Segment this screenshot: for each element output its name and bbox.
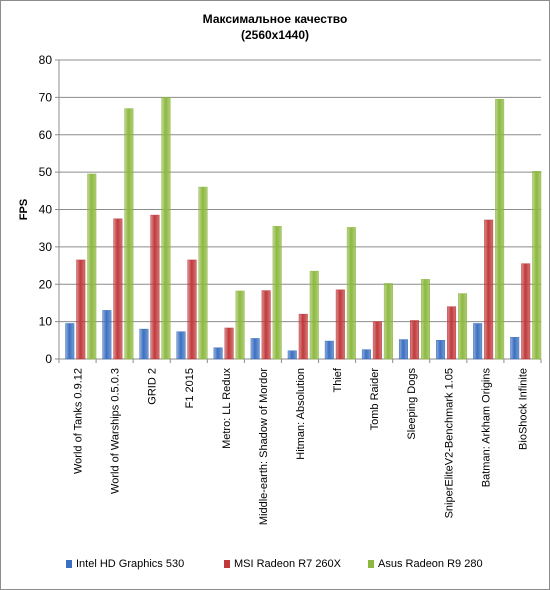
bar-msi (187, 259, 197, 360)
legend-item-intel: Intel HD Graphics 530 (66, 558, 184, 570)
bar-asus (161, 97, 171, 360)
bar-asus (458, 293, 468, 360)
y-tick-label: 40 (39, 203, 53, 217)
bar-intel (398, 339, 408, 360)
x-tick-label: SniperEliteV2-Benchmark 1.05 (443, 368, 455, 518)
legend-swatch-asus (368, 560, 374, 568)
x-tick-label: GRID 2 (147, 368, 159, 405)
legend-label-msi: MSI Radeon R7 260X (234, 558, 342, 570)
y-tick-label: 80 (39, 53, 53, 67)
bar-intel (287, 350, 297, 360)
x-tick-label: BioShock Infinite (517, 368, 529, 450)
x-tick-label: Middle-earth: Shadow of Mordor (258, 368, 270, 525)
y-tick-label: 50 (39, 165, 53, 179)
x-tick-label: Batman: Arkham Origins (480, 368, 492, 488)
x-tick-label: Thief (332, 367, 344, 392)
bar-intel (324, 340, 334, 360)
chart-legend: Intel HD Graphics 530 MSI Radeon R7 260X… (0, 558, 550, 578)
bar-msi (521, 263, 531, 360)
bar-intel (213, 347, 223, 360)
bar-intel (250, 338, 260, 360)
x-tick-label: World of Warships 0.5.0.3 (110, 368, 122, 494)
bar-msi (150, 214, 160, 360)
y-tick-label: 30 (39, 240, 53, 254)
bar-asus (346, 227, 356, 360)
bar-intel (510, 337, 520, 360)
bar-intel (436, 340, 446, 360)
x-tick-label: World of Tanks 0.9.12 (73, 368, 85, 474)
bar-msi (113, 218, 123, 360)
bar-asus (272, 226, 282, 360)
x-tick-label: Metro: LL Redux (221, 368, 233, 449)
bar-msi (447, 306, 457, 360)
bar-asus (235, 290, 245, 360)
chart-subtitle: (2560х1440) (240, 28, 310, 42)
bar-msi (335, 289, 345, 360)
y-tick-label: 10 (39, 315, 53, 329)
y-tick-label: 20 (39, 277, 53, 291)
y-tick-label: 70 (39, 90, 53, 104)
bar-msi (298, 313, 308, 360)
bar-msi (372, 321, 382, 360)
bar-msi (224, 327, 234, 360)
bar-asus (124, 108, 134, 360)
y-axis-label: FPS (18, 199, 30, 220)
bar-asus (495, 98, 505, 360)
bar-intel (473, 323, 483, 360)
bar-intel (139, 328, 149, 360)
bar-intel (102, 310, 112, 360)
bar-asus (309, 270, 319, 360)
bar-msi (409, 320, 419, 360)
legend-label-asus: Asus Radeon R9 280 (378, 558, 483, 570)
legend-item-asus: Asus Radeon R9 280 (368, 558, 483, 570)
legend-swatch-intel (66, 560, 72, 568)
legend-item-msi: MSI Radeon R7 260X (224, 558, 341, 570)
bar-asus (420, 279, 430, 360)
legend-label-intel: Intel HD Graphics 530 (76, 558, 185, 570)
chart-title: Максимальное качество (202, 12, 348, 26)
bar-intel (176, 331, 186, 360)
bar-asus (87, 173, 97, 360)
x-tick-label: Tomb Raider (369, 368, 381, 431)
bar-intel (65, 323, 75, 360)
y-tick-label: 0 (45, 352, 52, 366)
bar-msi (76, 259, 86, 360)
y-tick-label: 60 (39, 128, 53, 142)
bar-msi (484, 219, 494, 360)
legend-swatch-msi (224, 560, 230, 568)
bar-asus (532, 171, 542, 360)
x-tick-label: F1 2015 (184, 368, 196, 408)
bar-msi (261, 290, 271, 360)
bar-intel (361, 349, 371, 360)
bar-asus (198, 186, 208, 360)
bar-asus (383, 283, 393, 360)
x-tick-label: Hitman: Absolution (295, 368, 307, 460)
x-tick-label: Sleeping Dogs (406, 368, 418, 440)
